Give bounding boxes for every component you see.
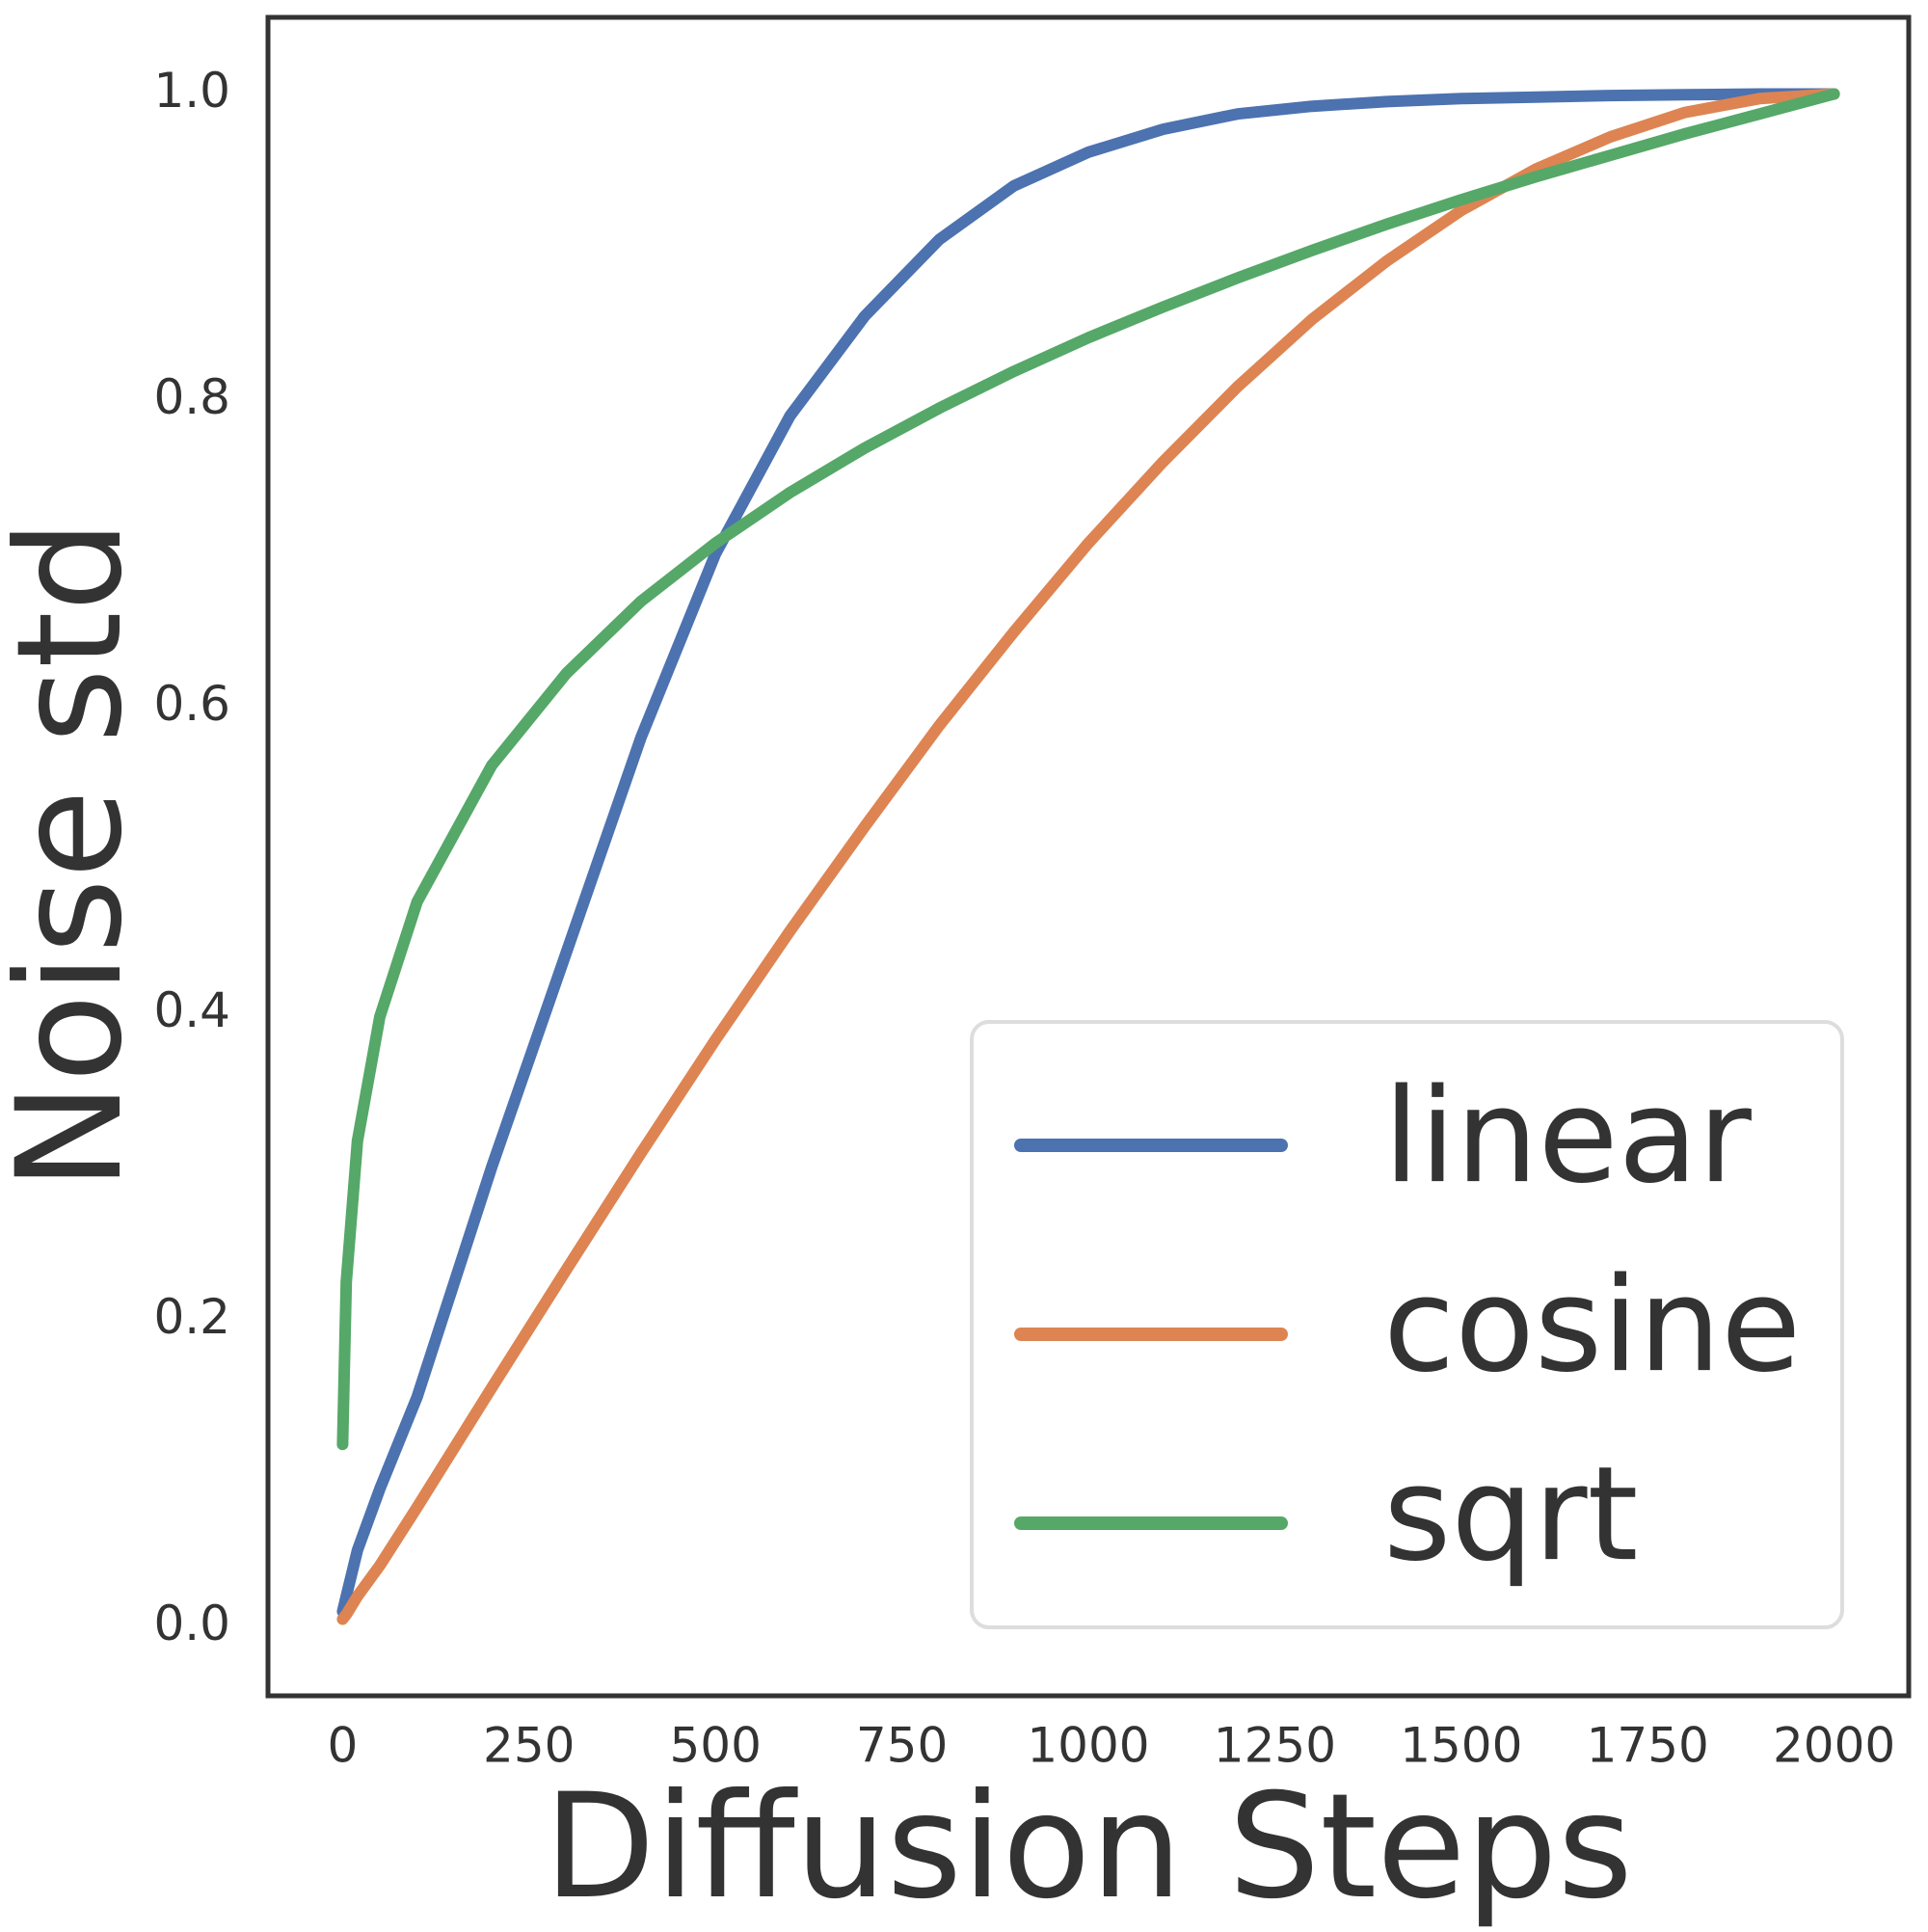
y-tick-label: 0.8: [153, 369, 230, 425]
y-axis-label: Noise std: [0, 520, 154, 1191]
legend-label: cosine: [1383, 1249, 1801, 1401]
x-tick-label: 0: [327, 1718, 358, 1774]
line-series: [336, 88, 1840, 1625]
legend-label: linear: [1383, 1060, 1752, 1212]
x-tick-label: 1750: [1587, 1718, 1709, 1774]
y-tick-label: 0.2: [153, 1289, 230, 1345]
legend-box: [970, 1020, 1844, 1629]
plot-frame: [265, 14, 1912, 1699]
x-tick-label: 1250: [1214, 1718, 1336, 1774]
x-tick-label: 500: [669, 1718, 761, 1774]
legend-label: sqrt: [1383, 1438, 1638, 1590]
x-tick-label: 1500: [1400, 1718, 1522, 1774]
x-tick-label: 250: [483, 1718, 575, 1774]
x-tick-label: 1000: [1027, 1718, 1149, 1774]
line-series: [336, 88, 1840, 1618]
y-tick-label: 0.4: [153, 982, 230, 1038]
x-tick-label: 750: [856, 1718, 948, 1774]
y-tick-label: 1.0: [153, 63, 230, 119]
y-tick-label: 0.6: [153, 676, 230, 732]
y-tick-label: 0.0: [153, 1596, 230, 1651]
x-tick-label: 2000: [1773, 1718, 1895, 1774]
line-series: [336, 88, 1840, 1451]
x-axis-label: Diffusion Steps: [544, 1763, 1633, 1931]
